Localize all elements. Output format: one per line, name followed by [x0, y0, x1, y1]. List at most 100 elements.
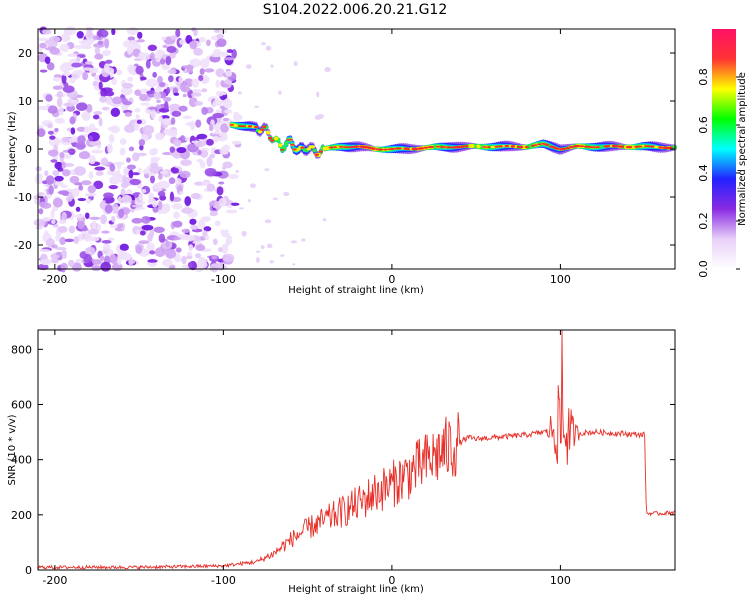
noise-blob [119, 147, 126, 156]
noise-blob [47, 105, 58, 114]
noise-blob [83, 253, 92, 264]
noise-blob [204, 167, 217, 177]
noise-blob [157, 200, 163, 210]
ridge-segment [371, 147, 376, 150]
noise-blob [216, 186, 224, 196]
noise-blob [173, 236, 182, 241]
colorbar-tick-label: 0.4 [697, 164, 710, 182]
noise-blob [77, 233, 84, 242]
noise-blob [208, 124, 214, 132]
ridge-segment [268, 136, 273, 140]
noise-blob [137, 167, 142, 174]
noise-blob [136, 39, 145, 43]
noise-blob [54, 127, 59, 133]
noise-blob [54, 161, 63, 170]
noise-blob [127, 64, 135, 73]
noise-blob [116, 169, 121, 180]
noise-blob [220, 80, 225, 86]
spectrogram-xtick-label: -100 [211, 273, 236, 286]
noise-blob [184, 196, 192, 207]
noise-blob [210, 146, 217, 156]
noise-blob [237, 91, 243, 95]
noise-blob [189, 40, 198, 50]
noise-blob [87, 236, 100, 242]
ridge-segment [579, 145, 584, 148]
noise-blob [54, 247, 67, 251]
noise-blob [202, 75, 210, 84]
noise-blob [68, 137, 77, 143]
noise-blob [212, 112, 225, 119]
snr-ticks: -200 -100 0 100 0 200 400 600 800 [11, 330, 675, 587]
noise-blob [126, 157, 131, 163]
noise-blob [58, 219, 67, 225]
noise-blob [201, 88, 208, 93]
noise-blob [128, 260, 136, 264]
ridge-segment [312, 148, 317, 153]
noise-blob [191, 78, 200, 88]
noise-blob [225, 70, 233, 77]
noise-blob [225, 238, 230, 248]
noise-blob [101, 87, 113, 93]
noise-blob [149, 166, 160, 175]
noise-blob [194, 253, 202, 259]
noise-blob [179, 39, 185, 45]
noise-blob [101, 106, 110, 111]
noise-blob [199, 160, 206, 169]
snr-panel: -200 -100 0 100 0 200 400 600 800 Height of stra… [7, 329, 676, 595]
noise-blob [168, 75, 174, 83]
noise-blob [94, 46, 101, 55]
noise-blob [225, 209, 238, 214]
noise-blob [218, 132, 228, 137]
noise-blob [278, 90, 282, 95]
noise-blob [111, 78, 117, 86]
noise-blob [131, 217, 143, 224]
noise-blob [37, 37, 49, 41]
noise-blob [120, 182, 129, 189]
snr-ytick-label: 600 [11, 398, 32, 411]
noise-blob [222, 117, 230, 122]
noise-blob [75, 258, 85, 264]
noise-blob [197, 260, 208, 270]
noise-blob [156, 99, 161, 103]
noise-blob [157, 191, 166, 197]
noise-blob [178, 235, 189, 239]
ridge-segment [328, 146, 334, 149]
noise-blob [264, 168, 270, 171]
noise-blob [265, 45, 272, 51]
noise-blob [101, 230, 110, 234]
noise-blob [68, 225, 76, 234]
snr-frame [37, 329, 676, 571]
noise-blob [76, 31, 84, 39]
noise-blob [119, 243, 129, 251]
noise-blob [209, 153, 216, 159]
ridge-segment [518, 145, 524, 149]
noise-blob [51, 206, 59, 212]
noise-blob [33, 218, 46, 227]
noise-blob [148, 192, 154, 201]
noise-blob [301, 238, 306, 242]
ridge-segment [447, 146, 453, 149]
noise-blob [52, 77, 61, 82]
noise-blob [123, 166, 130, 176]
noise-blob [100, 157, 109, 167]
noise-blob [81, 180, 92, 186]
noise-blob [218, 181, 225, 185]
noise-blob [67, 53, 78, 57]
noise-blob [324, 67, 331, 73]
noise-blob [317, 113, 324, 119]
noise-blob [203, 226, 212, 232]
noise-blob [322, 218, 327, 222]
noise-blob [58, 105, 64, 116]
noise-blob [111, 215, 116, 223]
noise-blob [107, 143, 113, 154]
noise-blob [109, 224, 120, 228]
noise-blob [197, 150, 202, 156]
noise-blob [155, 58, 161, 63]
noise-blob [49, 135, 56, 140]
colorbar-tick-label: 0.0 [697, 260, 710, 278]
noise-blob [107, 237, 115, 242]
noise-blob [104, 204, 113, 214]
spectrogram-xlabel: Height of straight line (km) [288, 285, 424, 296]
noise-blob [61, 249, 67, 259]
noise-blob [117, 255, 122, 266]
